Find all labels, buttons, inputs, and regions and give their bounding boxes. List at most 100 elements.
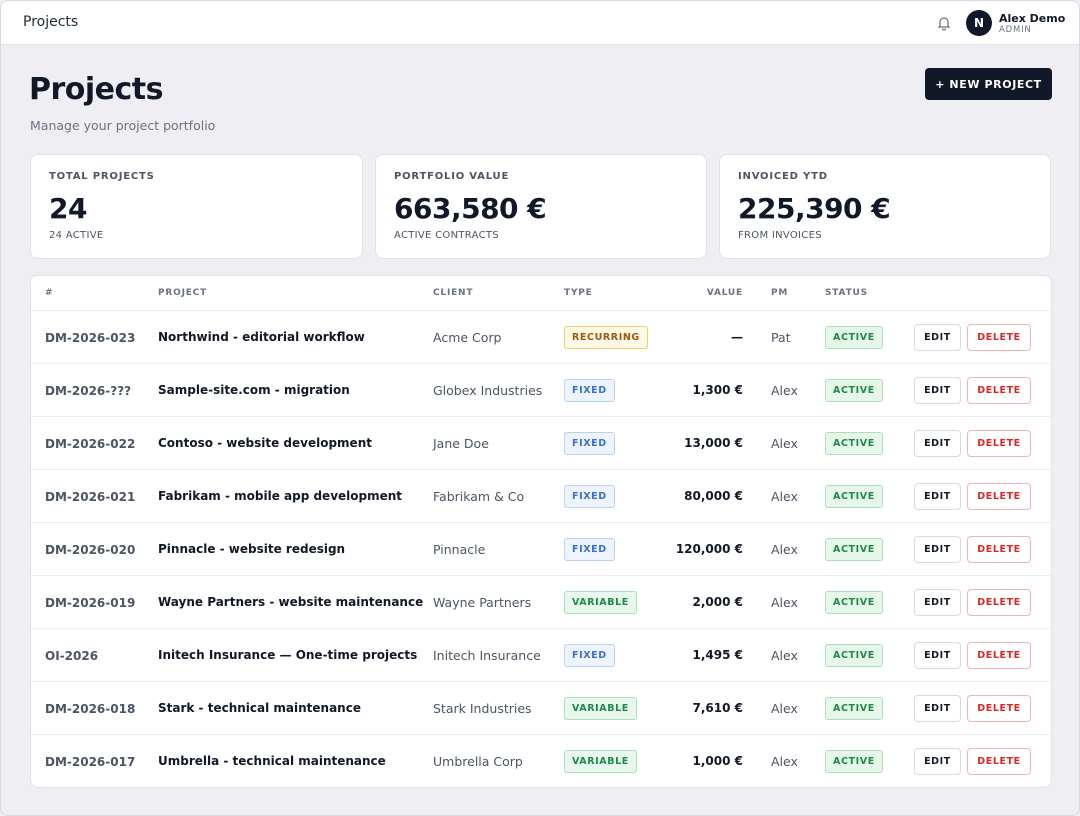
project-id: DM-2026-018 [45,701,136,716]
avatar[interactable]: N [966,10,992,36]
edit-button[interactable]: EDIT [914,430,961,457]
edit-button[interactable]: EDIT [914,642,961,669]
column-header: # [45,288,54,298]
project-name: Pinnacle - website redesign [158,541,346,556]
delete-button[interactable]: DELETE [967,748,1031,775]
value: 80,000 € [684,488,743,503]
table-row: DM-2026-017 Umbrella - technical maintena… [31,734,1051,787]
type-cell: VARIABLE [564,682,637,735]
type-badge: FIXED [564,644,615,667]
type-cell: RECURRING [564,311,648,364]
stat-card: TOTAL PROJECTS 24 24 ACTIVE [30,154,363,259]
stat-note: ACTIVE CONTRACTS [394,230,499,241]
project-id: DM-2026-??? [45,383,132,398]
delete-button[interactable]: DELETE [967,589,1031,616]
bell-icon[interactable] [936,15,952,31]
pm: Alex [771,383,798,398]
status-cell: ACTIVE [825,576,883,629]
client: Jane Doe [433,436,489,451]
status-badge: ACTIVE [825,750,883,773]
type-badge: VARIABLE [564,750,637,773]
pm: Alex [771,754,798,769]
stat-note: 24 ACTIVE [49,230,104,241]
edit-button[interactable]: EDIT [914,695,961,722]
client: Globex Industries [433,383,543,398]
stat-card: INVOICED YTD 225,390 € FROM INVOICES [719,154,1051,259]
new-project-button[interactable]: + NEW PROJECT [925,68,1052,100]
project-name: Stark - technical maintenance [158,700,361,715]
project-id: OI-2026 [45,648,99,663]
topbar-title: Projects [23,14,79,30]
project-id: DM-2026-021 [45,489,136,504]
delete-button[interactable]: DELETE [967,430,1031,457]
pm: Alex [771,436,798,451]
pm: Alex [771,595,798,610]
client: Fabrikam & Co [433,489,525,504]
delete-button[interactable]: DELETE [967,536,1031,563]
table-row: DM-2026-019 Wayne Partners - website main… [31,575,1051,628]
stat-label: PORTFOLIO VALUE [394,171,510,182]
status-badge: ACTIVE [825,379,883,402]
projects-table: # PROJECT CLIENT TYPE VALUE PM STATUS DM-2026-0… [30,275,1052,788]
page-subtitle: Manage your project portfolio [30,118,216,133]
value: 13,000 € [684,435,743,450]
stat-card: PORTFOLIO VALUE 663,580 € ACTIVE CONTRACTS [375,154,707,259]
edit-button[interactable]: EDIT [914,748,961,775]
value: 1,300 € [692,382,743,397]
type-cell: FIXED [564,470,615,523]
project-id: DM-2026-022 [45,436,136,451]
stat-value: 24 [49,192,87,225]
table-row: DM-2026-021 Fabrikam - mobile app develop… [31,469,1051,522]
project-name: Fabrikam - mobile app development [158,488,403,503]
column-header: TYPE [564,288,593,298]
user-role: ADMIN [999,25,1032,35]
status-badge: ACTIVE [825,326,883,349]
value: — [731,329,743,344]
stat-value: 225,390 € [738,192,891,225]
table-row: OI-2026 Initech Insurance — One-time proj… [31,628,1051,681]
edit-button[interactable]: EDIT [914,589,961,616]
user-name: Alex Demo [999,12,1066,25]
project-name: Northwind - editorial workflow [158,329,365,344]
project-id: DM-2026-023 [45,330,136,345]
table-row: DM-2026-018 Stark - technical maintenance… [31,681,1051,734]
edit-button[interactable]: EDIT [914,377,961,404]
status-cell: ACTIVE [825,523,883,576]
client: Umbrella Corp [433,754,523,769]
status-badge: ACTIVE [825,432,883,455]
page-title: Projects [29,72,164,107]
status-badge: ACTIVE [825,485,883,508]
delete-button[interactable]: DELETE [967,642,1031,669]
delete-button[interactable]: DELETE [967,377,1031,404]
delete-button[interactable]: DELETE [967,695,1031,722]
client: Initech Insurance [433,648,541,663]
status-badge: ACTIVE [825,644,883,667]
stat-note: FROM INVOICES [738,230,822,241]
project-name: Wayne Partners - website maintenance [158,594,424,609]
table-row: DM-2026-023 Northwind - editorial workflo… [31,310,1051,363]
status-cell: ACTIVE [825,311,883,364]
status-cell: ACTIVE [825,682,883,735]
client: Acme Corp [433,330,502,345]
column-header: PM [771,288,789,298]
type-badge: RECURRING [564,326,648,349]
edit-button[interactable]: EDIT [914,536,961,563]
stat-value: 663,580 € [394,192,547,225]
project-name: Umbrella - technical maintenance [158,753,386,768]
status-cell: ACTIVE [825,735,883,788]
delete-button[interactable]: DELETE [967,483,1031,510]
project-id: DM-2026-017 [45,754,136,769]
delete-button[interactable]: DELETE [967,324,1031,351]
topbar: Projects N Alex Demo ADMIN [1,1,1079,45]
pm: Alex [771,489,798,504]
pm: Alex [771,701,798,716]
column-header: PROJECT [158,288,208,298]
edit-button[interactable]: EDIT [914,324,961,351]
value: 2,000 € [692,594,743,609]
client: Wayne Partners [433,595,532,610]
status-badge: ACTIVE [825,538,883,561]
type-badge: FIXED [564,379,615,402]
pm: Pat [771,330,791,345]
edit-button[interactable]: EDIT [914,483,961,510]
